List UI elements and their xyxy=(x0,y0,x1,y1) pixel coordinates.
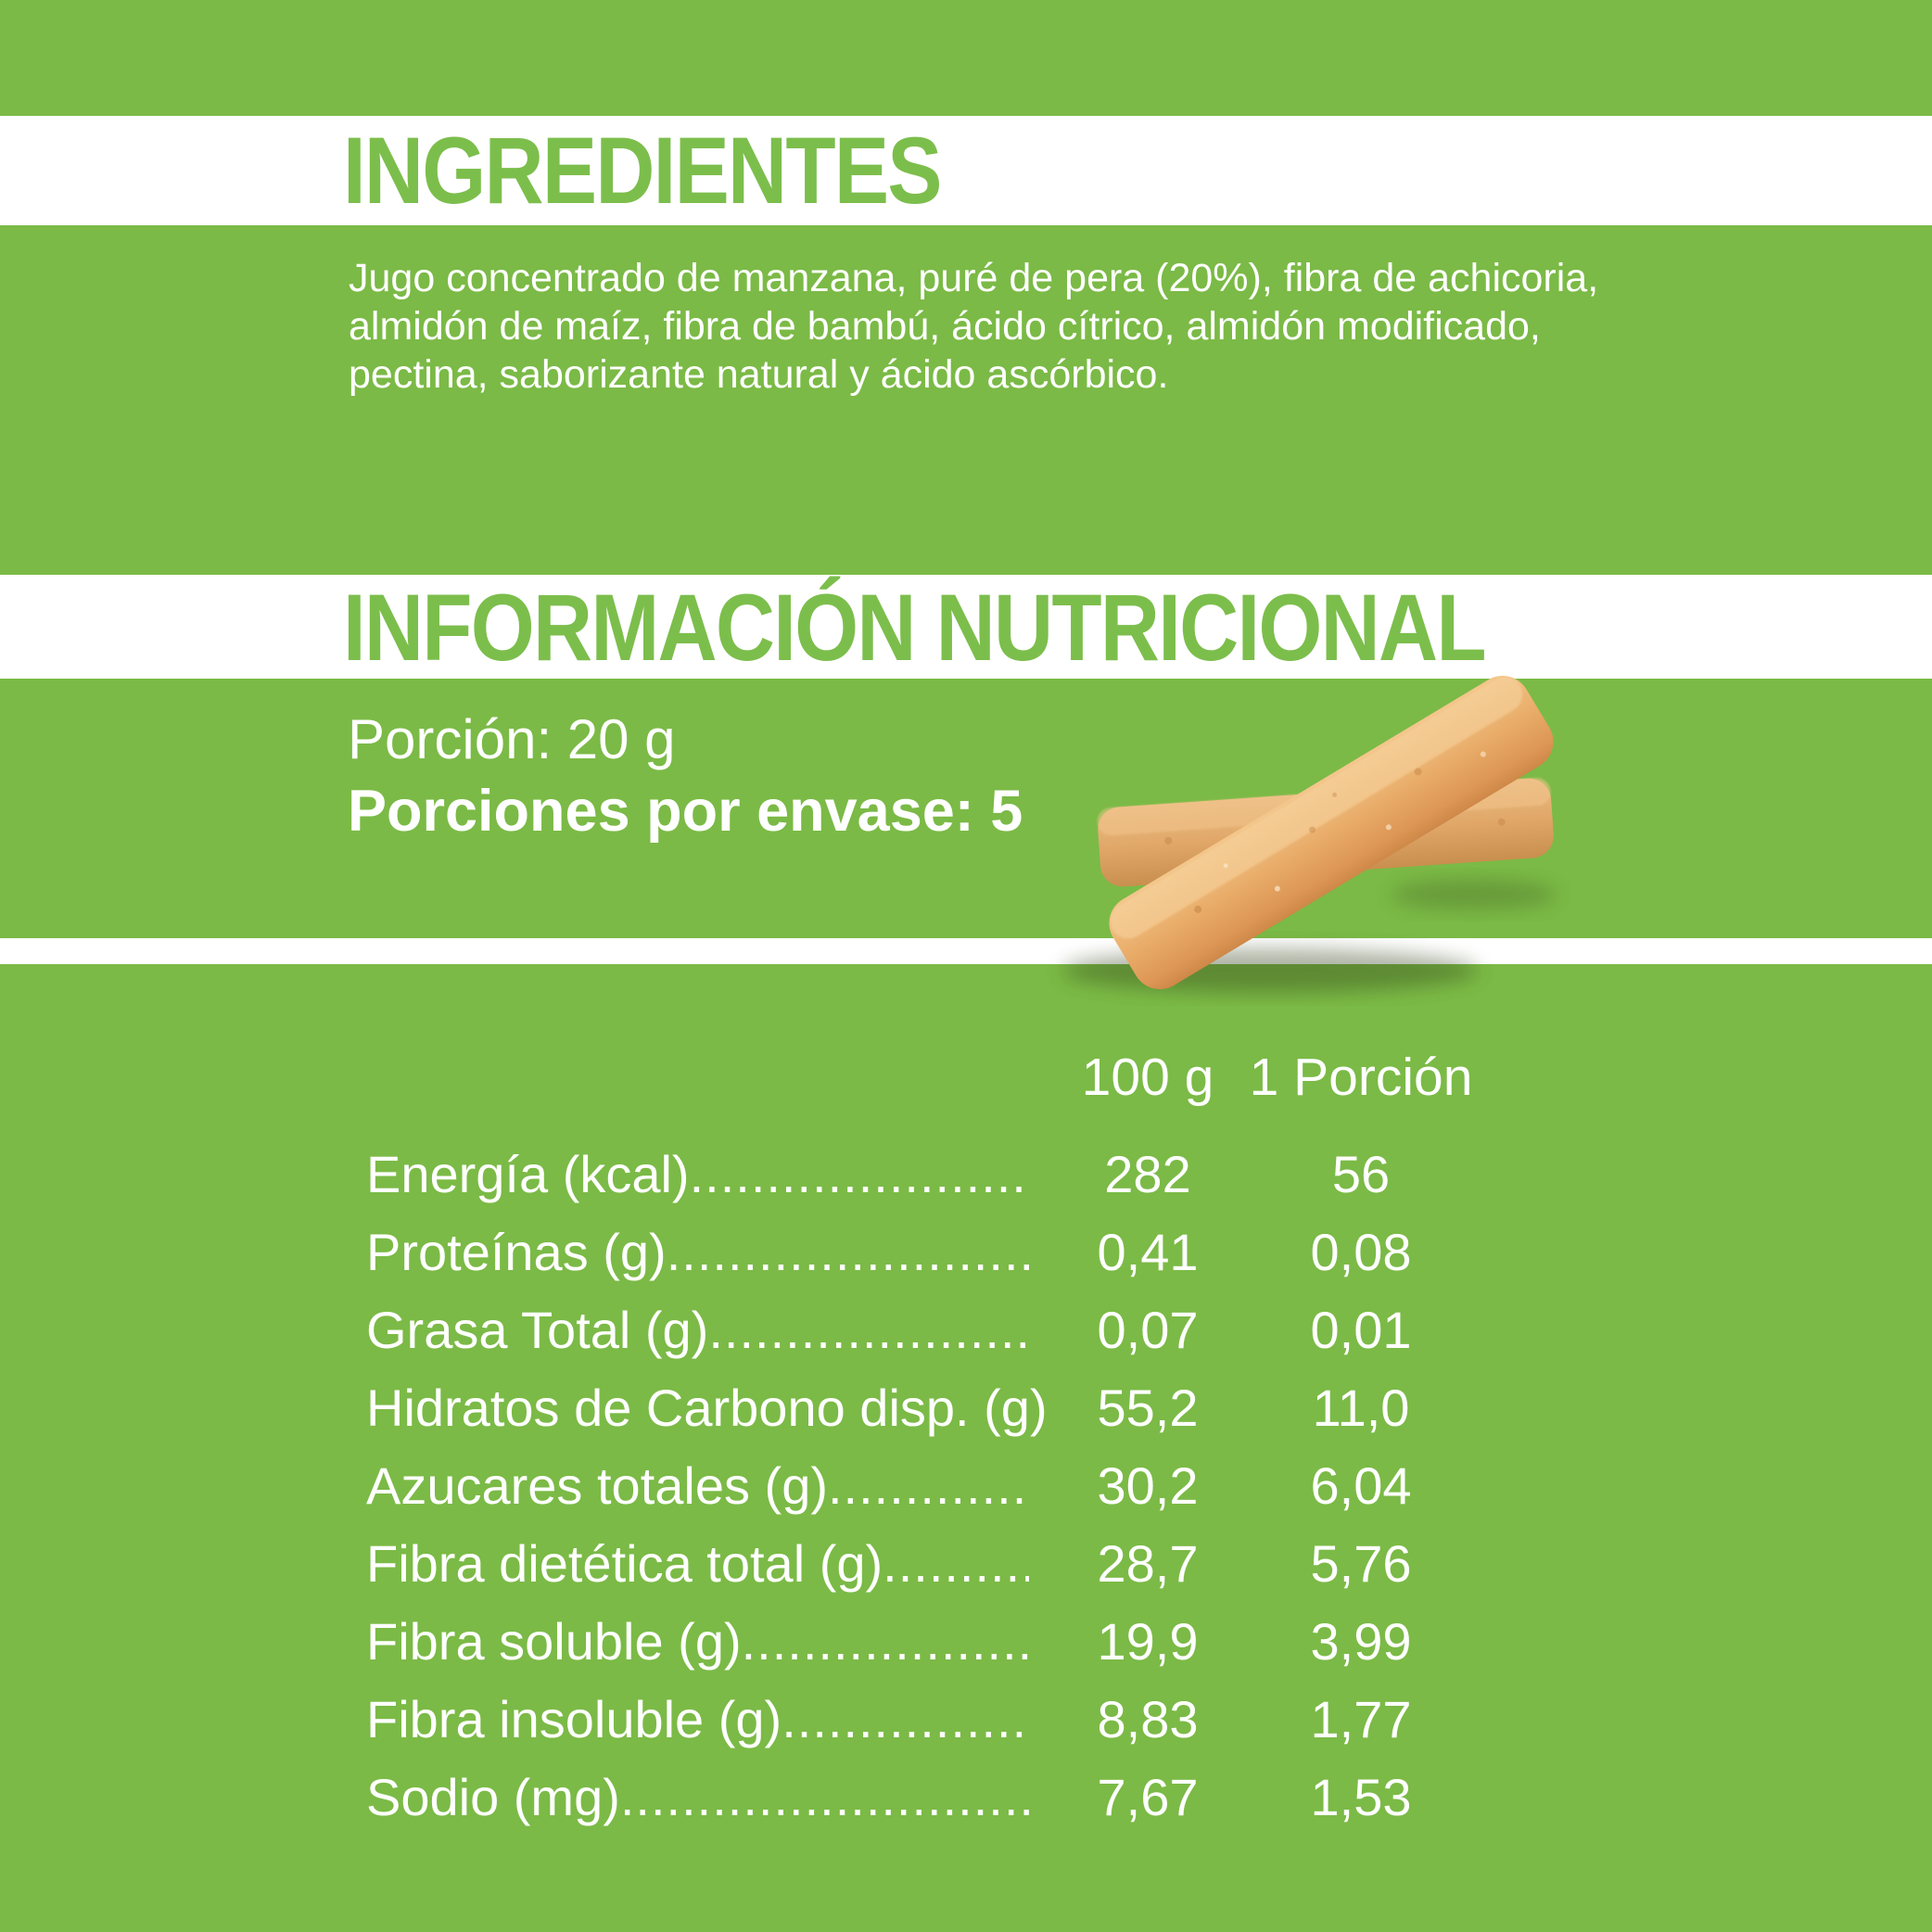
serving-size-text: Porción: 20 g xyxy=(348,708,676,770)
value-100g: 0,07 xyxy=(1097,1301,1199,1359)
ingredients-heading-band xyxy=(0,116,1932,225)
table-row-fibra-soluble: Fibra soluble (g).......................… xyxy=(366,1603,1849,1681)
value-1porcion: 56 xyxy=(1331,1145,1391,1203)
nutrition-heading-band xyxy=(0,575,1932,679)
value-100g: 55,2 xyxy=(1097,1379,1199,1437)
row-label: Fibra dietética total (g) xyxy=(366,1534,883,1593)
table-row-grasa-total: Grasa Total (g).........................… xyxy=(366,1291,1849,1369)
table-row-proteinas: Proteínas (g)...........................… xyxy=(366,1214,1849,1291)
row-label: Sodio (mg) xyxy=(366,1768,620,1826)
dot-leader: ........................................… xyxy=(741,1612,1029,1671)
value-100g: 282 xyxy=(1104,1145,1191,1203)
row-label: Grasa Total (g) xyxy=(366,1301,709,1359)
front-fruit-bar xyxy=(1109,675,1554,990)
table-row-fibra-insoluble: Fibra insoluble (g).....................… xyxy=(366,1681,1849,1759)
row-label-cell: Fibra insoluble (g).....................… xyxy=(366,1681,1029,1759)
value-1porcion: 0,08 xyxy=(1310,1223,1412,1281)
dot-leader: ........................................… xyxy=(782,1690,1029,1748)
dot-leader: ........................................… xyxy=(708,1301,1029,1359)
dot-leader: ........................................… xyxy=(827,1456,1029,1515)
value-1porcion: 6,04 xyxy=(1310,1456,1412,1515)
value-1porcion: 1,77 xyxy=(1310,1690,1412,1748)
table-row-hidratos: Hidratos de Carbono disp. (g) 55,2 11,0 xyxy=(366,1369,1849,1447)
value-100g: 8,83 xyxy=(1097,1690,1199,1748)
dot-leader: ........................................… xyxy=(883,1534,1029,1593)
ingredients-title: INGREDIENTES xyxy=(343,123,1030,218)
table-row-azucares: Azucares totales (g)....................… xyxy=(366,1447,1849,1525)
ingredients-paragraph: Jugo concentrado de manzana, puré de per… xyxy=(349,254,1646,399)
divider-stripe xyxy=(0,938,1932,964)
row-label-cell: Fibra soluble (g).......................… xyxy=(366,1603,1029,1681)
row-label-cell: Proteínas (g)...........................… xyxy=(366,1214,1029,1291)
row-label: Energía (kcal) xyxy=(366,1145,690,1203)
dot-leader: ........................................… xyxy=(666,1223,1029,1281)
row-label-cell: Azucares totales (g)....................… xyxy=(366,1447,1029,1525)
value-1porcion: 1,53 xyxy=(1310,1768,1412,1826)
row-label: Fibra soluble (g) xyxy=(366,1612,742,1671)
value-100g: 7,67 xyxy=(1097,1768,1199,1826)
value-100g: 28,7 xyxy=(1097,1534,1199,1593)
row-label-cell: Grasa Total (g).........................… xyxy=(366,1291,1029,1369)
dot-leader: ........................................… xyxy=(689,1145,1029,1203)
column-header-100g: 100 g xyxy=(1081,1048,1214,1107)
value-1porcion: 3,99 xyxy=(1310,1612,1412,1671)
ingredients-line-3: pectina, saborizante natural y ácido asc… xyxy=(349,352,1169,397)
ingredients-line-1: Jugo concentrado de manzana, puré de per… xyxy=(349,256,1599,300)
value-100g: 19,9 xyxy=(1097,1612,1199,1671)
row-label: Proteínas (g) xyxy=(366,1223,667,1281)
fruit-bars-image xyxy=(1061,675,1557,993)
nutrition-title: INFORMACIÓN NUTRICIONAL xyxy=(343,580,1656,675)
ingredients-line-2: almidón de maíz, fibra de bambú, ácido c… xyxy=(349,304,1541,349)
row-label-cell: Fibra dietética total (g)...............… xyxy=(366,1525,1029,1603)
row-label-cell: Energía (kcal)..........................… xyxy=(366,1136,1029,1214)
column-header-1porcion: 1 Porción xyxy=(1249,1048,1473,1107)
value-100g: 0,41 xyxy=(1097,1223,1199,1281)
value-100g: 30,2 xyxy=(1097,1456,1199,1515)
row-label-cell: Hidratos de Carbono disp. (g) xyxy=(366,1369,1849,1447)
bars-shadow-right xyxy=(1391,880,1557,909)
table-row-energia: Energía (kcal)..........................… xyxy=(366,1136,1849,1214)
table-row-sodio: Sodio (mg)..............................… xyxy=(366,1759,1849,1837)
ingredients-title-text: INGREDIENTES xyxy=(343,118,943,223)
row-label: Azucares totales (g) xyxy=(366,1456,828,1515)
value-1porcion: 5,76 xyxy=(1310,1534,1412,1593)
row-label: Hidratos de Carbono disp. (g) xyxy=(366,1379,1048,1437)
value-1porcion: 0,01 xyxy=(1310,1301,1412,1359)
nutrition-title-text: INFORMACIÓN NUTRICIONAL xyxy=(343,575,1487,680)
row-label: Fibra insoluble (g) xyxy=(366,1690,782,1748)
servings-per-pack-text: Porciones por envase: 5 xyxy=(348,779,1023,844)
dot-leader: ........................................… xyxy=(619,1768,1029,1826)
row-label-cell: Sodio (mg)..............................… xyxy=(366,1759,1029,1837)
table-row-fibra-dietetica: Fibra dietética total (g)...............… xyxy=(366,1525,1849,1603)
value-1porcion: 11,0 xyxy=(1312,1379,1410,1437)
